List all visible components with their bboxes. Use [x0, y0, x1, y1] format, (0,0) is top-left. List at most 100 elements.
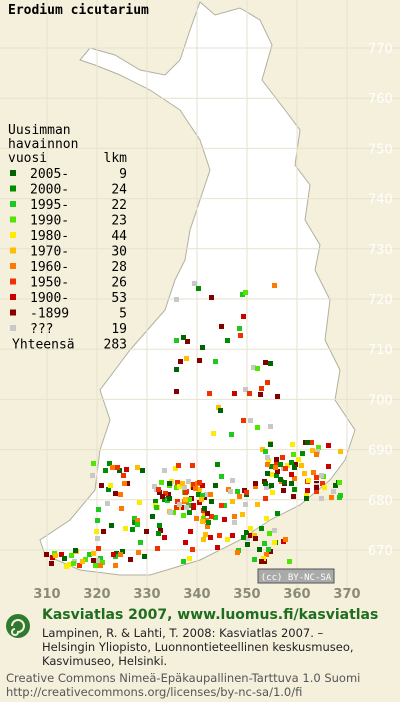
- occurrence-square: [289, 481, 294, 486]
- occurrence-square: [243, 502, 248, 507]
- occurrence-square: [202, 506, 207, 511]
- occurrence-square: [185, 339, 190, 344]
- occurrence-square: [263, 496, 268, 501]
- occurrence-square: [94, 529, 99, 534]
- occurrence-square: [281, 488, 286, 493]
- occurrence-square: [213, 515, 218, 520]
- occurrence-square: [91, 461, 96, 466]
- occurrence-square: [87, 552, 92, 557]
- occurrence-square: [304, 493, 309, 498]
- occurrence-square: [255, 425, 260, 430]
- occurrence-square: [197, 480, 202, 485]
- easting-label: 370: [333, 587, 360, 602]
- occurrence-square: [98, 563, 103, 568]
- occurrence-square: [255, 502, 260, 507]
- occurrence-square: [215, 462, 220, 467]
- occurrence-square: [219, 503, 224, 508]
- occurrence-square: [285, 463, 290, 468]
- occurrence-square: [111, 552, 116, 557]
- occurrence-square: [265, 471, 270, 476]
- occurrence-square: [274, 457, 279, 462]
- legend-label: 1900-: [30, 291, 69, 306]
- occurrence-square: [272, 528, 277, 533]
- occurrence-square: [305, 440, 310, 445]
- legend-swatch: [10, 325, 16, 331]
- occurrence-square: [140, 468, 145, 473]
- occurrence-square: [135, 522, 140, 527]
- occurrence-square: [83, 557, 88, 562]
- occurrence-square: [248, 533, 253, 538]
- occurrence-square: [222, 517, 227, 522]
- easting-label: 340: [183, 587, 210, 602]
- occurrence-square: [314, 475, 319, 480]
- legend-heading: vuosi: [8, 151, 47, 166]
- legend-count: 5: [119, 307, 127, 322]
- occurrence-square: [188, 529, 193, 534]
- occurrence-square: [175, 480, 180, 485]
- occurrence-square: [257, 547, 262, 552]
- northing-label: 740: [368, 193, 393, 208]
- occurrence-square: [268, 424, 273, 429]
- occurrence-square: [115, 465, 120, 470]
- badge-text: (cc) BY-NC-SA: [261, 573, 332, 583]
- occurrence-square: [174, 367, 179, 372]
- occurrence-square: [191, 505, 196, 510]
- occurrence-square: [64, 564, 69, 569]
- occurrence-square: [314, 452, 319, 457]
- occurrence-square: [259, 559, 264, 564]
- occurrence-square: [118, 552, 123, 557]
- citation-line: Helsingin Yliopisto, Luonnontieteellinen…: [42, 640, 354, 654]
- occurrence-square: [113, 563, 118, 568]
- occurrence-square: [124, 467, 129, 472]
- easting-label: 360: [283, 587, 310, 602]
- occurrence-square: [176, 463, 181, 468]
- occurrence-square: [107, 461, 112, 466]
- occurrence-square: [272, 283, 277, 288]
- occurrence-square: [274, 473, 279, 478]
- occurrence-square: [119, 506, 124, 511]
- occurrence-square: [183, 497, 188, 502]
- occurrence-square: [184, 489, 189, 494]
- legend-swatch: [10, 263, 16, 269]
- legend-swatch: [10, 294, 16, 300]
- occurrence-square: [157, 523, 162, 528]
- occurrence-square: [265, 380, 270, 385]
- occurrence-square: [262, 559, 267, 564]
- occurrence-square: [230, 478, 235, 483]
- legend-count: 53: [111, 291, 127, 306]
- occurrences: [44, 281, 343, 569]
- occurrence-square: [275, 511, 280, 516]
- occurrence-square: [262, 541, 267, 546]
- legend-label: 1980-: [30, 229, 69, 244]
- occurrence-square: [152, 484, 157, 489]
- occurrence-square: [128, 557, 133, 562]
- occurrence-square: [205, 511, 210, 516]
- occurrence-square: [209, 514, 214, 519]
- occurrence-square: [135, 465, 140, 470]
- occurrence-square: [322, 485, 327, 490]
- occurrence-square: [314, 489, 319, 494]
- occurrence-square: [73, 548, 78, 553]
- occurrence-square: [299, 463, 304, 468]
- occurrence-square: [248, 418, 253, 423]
- occurrence-square: [217, 533, 222, 538]
- occurrence-square: [125, 481, 130, 486]
- occurrence-square: [261, 556, 266, 561]
- license-line: Creative Commons Nimeä-Epäkaupallinen-Ta…: [6, 671, 360, 685]
- occurrence-square: [232, 520, 237, 525]
- occurrence-square: [228, 489, 233, 494]
- occurrence-square: [53, 553, 58, 558]
- occurrence-square: [196, 492, 201, 497]
- occurrence-square: [186, 479, 191, 484]
- legend-label: 1950-: [30, 276, 69, 291]
- legend-swatch: [10, 232, 16, 238]
- occurrence-square: [269, 483, 274, 488]
- occurrence-square: [138, 540, 143, 545]
- occurrence-square: [338, 449, 343, 454]
- occurrence-square: [283, 466, 288, 471]
- occurrence-square: [90, 473, 95, 478]
- occurrence-square: [230, 499, 235, 504]
- northing-label: 680: [368, 494, 393, 509]
- legend-count-heading: lkm: [104, 151, 128, 166]
